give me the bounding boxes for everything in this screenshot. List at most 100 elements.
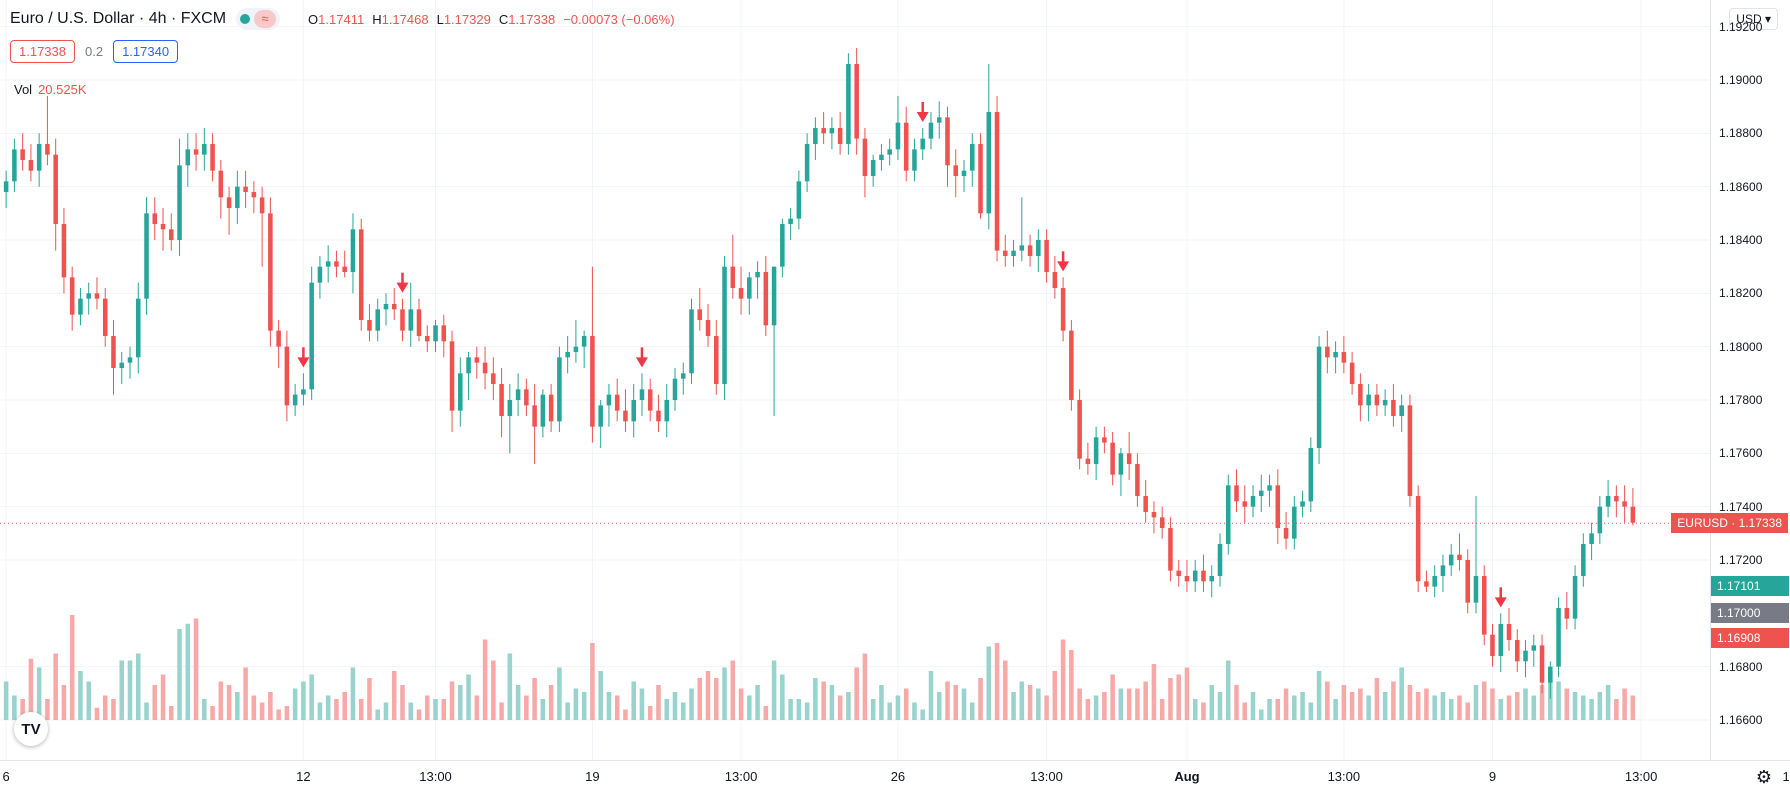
volume-bar: [1077, 688, 1082, 720]
candle-body: [466, 357, 471, 374]
candle-body: [94, 293, 100, 299]
candle-body: [45, 144, 50, 155]
volume-bar: [210, 706, 215, 720]
sell-price-button[interactable]: 1.17338: [10, 40, 75, 63]
candle-body: [788, 218, 793, 224]
tradingview-logo[interactable]: TV: [14, 712, 48, 746]
volume-bar: [202, 699, 207, 720]
volume-bar: [507, 653, 513, 720]
volume-bar: [606, 692, 612, 720]
volume-bar: [804, 702, 810, 720]
candle-body: [1085, 458, 1091, 464]
candle-body: [1110, 442, 1115, 475]
volume-bar: [788, 699, 793, 720]
volume-bar: [813, 678, 818, 720]
volume-bar: [829, 685, 835, 720]
volume-legend[interactable]: Vol 20.525K: [14, 82, 87, 97]
volume-bar: [969, 702, 975, 720]
volume-bar: [1283, 688, 1289, 720]
volume-bar: [1250, 692, 1256, 720]
volume-bar: [1168, 678, 1173, 720]
volume-bar: [1019, 681, 1025, 720]
candle-body: [1333, 352, 1338, 358]
volume-bar: [28, 658, 34, 720]
volume-bar: [573, 688, 579, 720]
volume-bar: [152, 685, 158, 720]
candle-body: [1341, 352, 1347, 363]
candle-body: [846, 64, 851, 144]
candle-body: [854, 64, 859, 139]
volume-bar: [1539, 685, 1545, 720]
settings-gear-icon[interactable]: ⚙: [1755, 767, 1772, 787]
symbol-legend: Euro / U.S. Dollar · 4h · FXCM ≈ O1.1741…: [10, 8, 675, 30]
volume-label: Vol: [14, 82, 33, 97]
candle-body: [1201, 570, 1206, 582]
candle-body: [259, 197, 265, 214]
time-axis-label: 12: [296, 769, 311, 784]
volume-bar: [1432, 695, 1437, 720]
candle-body: [912, 149, 917, 171]
volume-bar: [1333, 699, 1338, 720]
candle-body: [532, 405, 537, 427]
candle-body: [160, 224, 166, 230]
candle-body: [1358, 384, 1363, 406]
symbol-title[interactable]: Euro / U.S. Dollar · 4h · FXCM: [10, 10, 227, 27]
candle-body: [928, 122, 934, 139]
candle-body: [1415, 496, 1421, 582]
candle-body: [185, 149, 191, 166]
signal-arrow-icon: [1057, 261, 1070, 272]
currency-select[interactable]: USD ▾: [1729, 8, 1778, 30]
volume-bar: [185, 623, 191, 720]
volume-bar: [524, 695, 529, 720]
volume-bar: [598, 671, 603, 720]
volume-bar: [680, 702, 686, 720]
volume-bar: [1110, 674, 1115, 720]
open-label: O: [308, 11, 319, 27]
price-axis-label: 1.17200: [1719, 553, 1763, 567]
volume-bar: [540, 699, 546, 720]
volume-bar: [945, 681, 950, 720]
volume-bar: [1159, 699, 1165, 720]
volume-bar: [1391, 681, 1396, 720]
price-chart[interactable]: [0, 0, 1710, 760]
volume-bar: [986, 646, 992, 720]
candle-body: [482, 362, 488, 374]
price-axis[interactable]: USD ▾ 1.19200 1.19000 1.18800 1.18600 1.1840…: [1710, 0, 1790, 760]
candle-body: [152, 213, 158, 224]
candle-body: [1366, 394, 1371, 406]
candle-body: [1283, 528, 1289, 539]
candle-body: [177, 165, 182, 240]
candle-body: [986, 112, 992, 214]
market-status-pill[interactable]: ≈: [236, 8, 281, 30]
volume-bar: [738, 688, 744, 720]
candle-body: [69, 277, 75, 315]
volume-bar: [491, 660, 496, 720]
candle-body: [169, 229, 174, 240]
volume-bar: [961, 688, 967, 720]
buy-price-button[interactable]: 1.17340: [113, 40, 179, 63]
volume-bar: [243, 667, 248, 720]
volume-bar: [1374, 678, 1380, 720]
candle-body: [1151, 512, 1157, 518]
candle-body: [1564, 608, 1570, 619]
candle-body: [903, 122, 909, 171]
volume-bar: [61, 685, 67, 720]
candle-body: [1003, 250, 1008, 256]
candle-body: [210, 144, 215, 171]
candle-body: [1424, 581, 1429, 587]
candle-body: [61, 224, 67, 278]
candle-body: [474, 357, 480, 363]
volume-bar: [1003, 660, 1008, 720]
volume-bar: [144, 702, 149, 720]
candle-body: [1581, 544, 1586, 576]
candle-body: [127, 357, 133, 363]
volume-bar: [780, 674, 785, 720]
candle-body: [656, 410, 661, 422]
candle-body: [714, 336, 719, 384]
volume-bar: [1556, 681, 1561, 720]
volume-bar: [656, 685, 661, 720]
volume-bar: [1358, 688, 1363, 720]
time-axis[interactable]: ⚙ 6 12 13:00 19 13:00 26 13:00 Aug 13:00 9 13:00 16…: [0, 760, 1790, 795]
candle-body: [367, 320, 372, 331]
high-label: H: [372, 11, 382, 27]
